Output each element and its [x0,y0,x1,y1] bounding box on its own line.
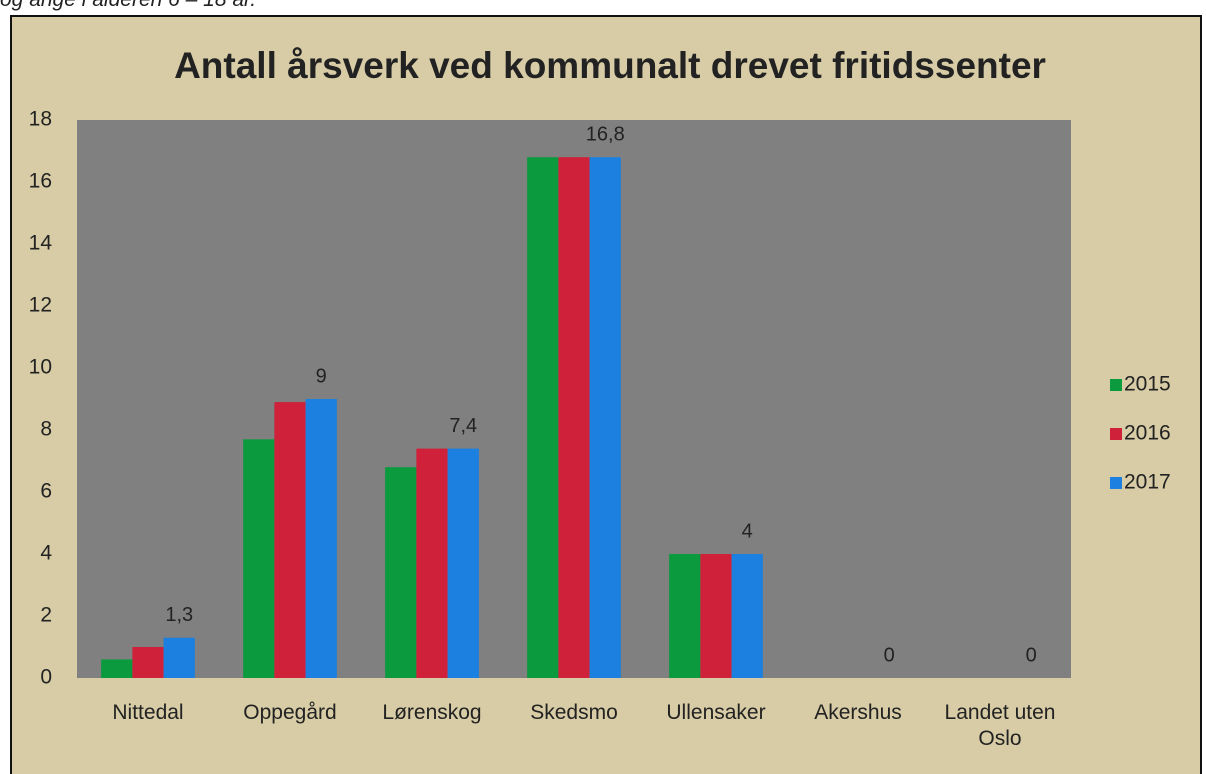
legend-swatch [1110,379,1122,391]
y-tick-label: 0 [40,666,52,689]
bar [416,448,448,678]
legend-label: 2016 [1124,422,1171,445]
x-tick-label: Skedsmo [530,701,618,724]
x-tick-label: Oppegård [243,701,337,724]
legend-swatch [1110,477,1122,489]
y-tick-label: 2 [40,604,52,627]
y-tick-label: 12 [29,294,52,317]
bar [558,157,590,678]
x-tick-label: Ullensaker [666,701,766,724]
x-tick-label: Akershus [814,701,902,724]
bar [527,157,559,678]
intro-text: og ange i alderen 6 – 18 år. [0,0,256,12]
y-tick-label: 4 [40,542,52,565]
bar [101,659,133,678]
legend-label: 2017 [1124,471,1171,494]
chart-title: Antall årsverk ved kommunalt drevet frit… [174,45,1046,86]
y-tick-label: 10 [29,356,52,379]
bar [589,157,621,678]
y-tick-label: 6 [40,480,52,503]
y-tick-label: 14 [29,232,53,255]
bar [163,637,195,678]
bar [447,448,479,678]
data-label: 7,4 [449,415,477,437]
bar [669,554,701,678]
x-tick-label: Nittedal [112,701,184,724]
y-tick-label: 18 [29,108,52,131]
bar [731,554,763,678]
bar [132,647,164,678]
data-label: 0 [884,644,895,666]
x-tick-label: Lørenskog [382,701,482,724]
y-tick-label: 16 [29,170,52,193]
data-label: 9 [316,365,327,387]
data-label: 0 [1026,644,1037,666]
bar [385,467,417,678]
y-tick-label: 8 [40,418,52,441]
x-tick-label: Landet uten Oslo [944,701,1056,750]
data-label: 1,3 [165,604,193,626]
legend-label: 2015 [1124,373,1171,396]
bar [305,399,337,678]
legend-swatch [1110,428,1122,440]
data-label: 16,8 [586,123,625,145]
bar [700,554,732,678]
bar [274,402,306,678]
bar [243,439,275,678]
data-label: 4 [742,520,753,542]
